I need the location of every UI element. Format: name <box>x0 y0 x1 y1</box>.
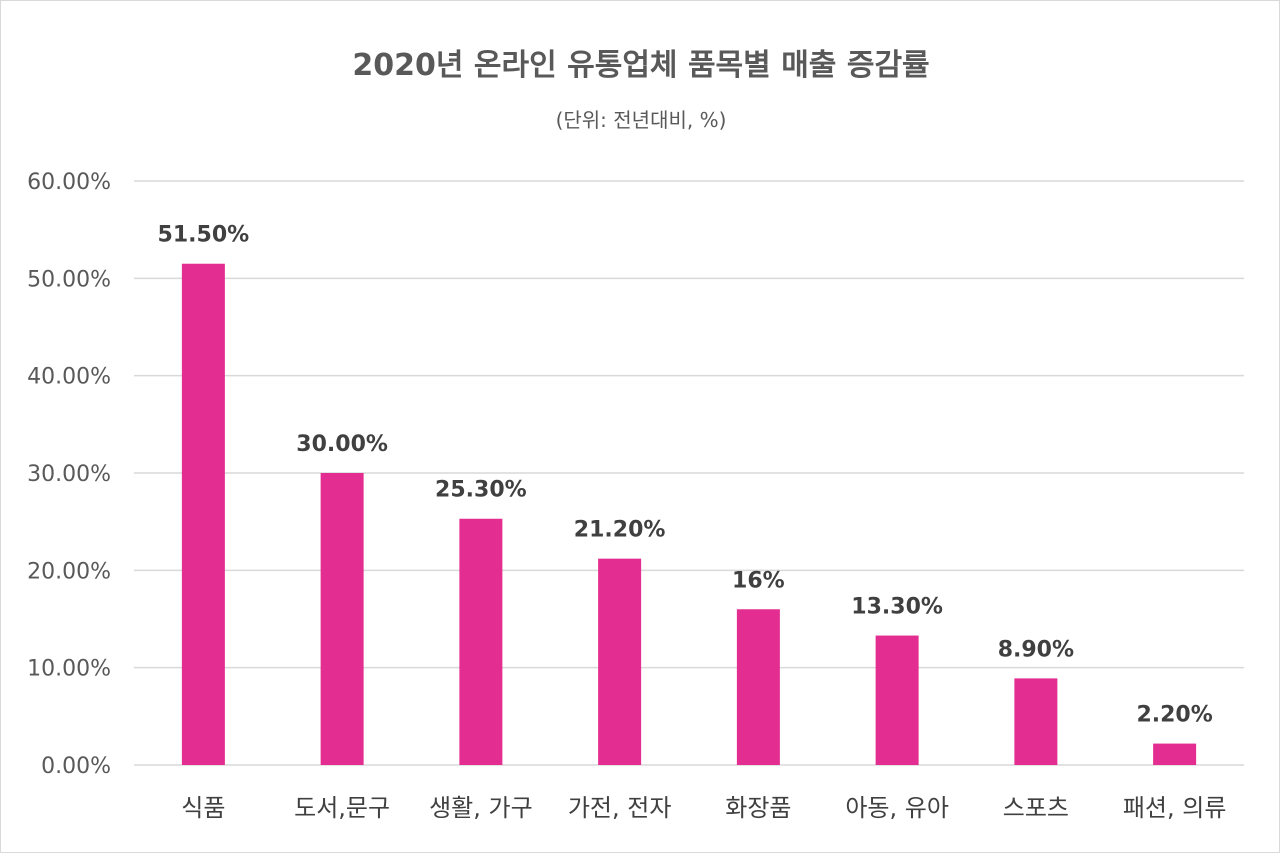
bar <box>459 518 503 765</box>
x-tick-label: 화장품 <box>725 794 791 822</box>
data-label: 30.00% <box>296 432 388 457</box>
x-tick-label: 패션, 의류 <box>1123 794 1227 822</box>
bar <box>875 635 919 765</box>
x-tick-label: 가전, 전자 <box>568 794 672 822</box>
bar <box>1014 678 1058 765</box>
x-tick-label: 스포츠 <box>1003 794 1069 822</box>
y-tick-label: 10.00% <box>27 657 111 682</box>
data-label: 8.90% <box>998 637 1074 662</box>
bar <box>1153 743 1197 765</box>
bar <box>736 609 780 765</box>
chart-subtitle: (단위: 전년대비, %) <box>556 108 727 132</box>
y-axis-labels: 0.00% 10.00% 20.00% 30.00% 40.00% 50.00% 60.00… <box>27 170 111 779</box>
y-tick-label: 20.00% <box>27 559 111 584</box>
x-axis-labels: 식품 도서,문구 생활, 가구 가전, 전자 화장품 아동, 유아 스포츠 패션, 의류 <box>181 794 1226 822</box>
x-tick-label: 아동, 유아 <box>845 794 949 822</box>
x-tick-label: 도서,문구 <box>294 794 390 822</box>
bar <box>320 473 364 765</box>
y-tick-label: 30.00% <box>27 462 111 487</box>
data-label: 13.30% <box>851 595 943 620</box>
x-tick-label: 생활, 가구 <box>429 794 533 822</box>
data-label: 25.30% <box>435 478 527 503</box>
x-tick-label: 식품 <box>181 794 225 822</box>
y-tick-label: 40.00% <box>27 365 111 390</box>
gridlines <box>134 180 1244 766</box>
data-label: 21.20% <box>574 518 666 543</box>
data-labels: 51.50% 30.00% 25.30% 21.20% 16% 13.30% 8.90% 2.… <box>158 223 1213 728</box>
data-label: 2.20% <box>1136 703 1212 728</box>
data-label: 16% <box>732 568 785 593</box>
chart-title: 2020년 온라인 유통업체 품목별 매출 증감률 <box>352 48 929 83</box>
y-tick-label: 60.00% <box>27 170 111 195</box>
y-tick-label: 0.00% <box>41 754 111 779</box>
bar <box>598 558 642 765</box>
bars <box>181 263 1197 765</box>
data-label: 51.50% <box>158 223 250 248</box>
bar <box>181 263 225 765</box>
y-tick-label: 50.00% <box>27 267 111 292</box>
